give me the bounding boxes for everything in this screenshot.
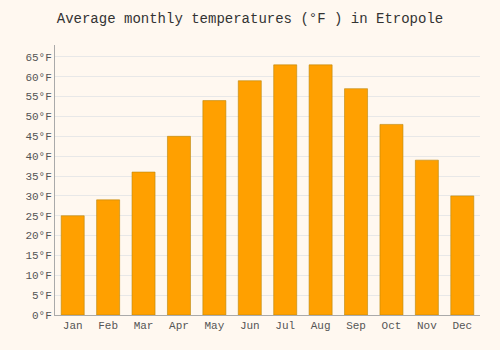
- svg-text:May: May: [204, 320, 224, 332]
- svg-text:Oct: Oct: [382, 320, 402, 332]
- svg-text:Jan: Jan: [63, 320, 83, 332]
- svg-text:Sep: Sep: [346, 320, 366, 332]
- svg-text:Jul: Jul: [275, 320, 295, 332]
- svg-text:45°F: 45°F: [25, 131, 51, 143]
- svg-text:0°F: 0°F: [32, 310, 52, 322]
- svg-text:50°F: 50°F: [25, 111, 51, 123]
- svg-text:30°F: 30°F: [25, 191, 51, 203]
- svg-text:20°F: 20°F: [25, 230, 51, 242]
- svg-text:25°F: 25°F: [25, 211, 51, 223]
- svg-text:40°F: 40°F: [25, 151, 51, 163]
- svg-text:15°F: 15°F: [25, 250, 51, 262]
- svg-text:60°F: 60°F: [25, 72, 51, 84]
- svg-text:65°F: 65°F: [25, 52, 51, 64]
- svg-text:Nov: Nov: [417, 320, 437, 332]
- svg-text:Average monthly temperatures (: Average monthly temperatures (°F ) in Et…: [57, 11, 443, 27]
- svg-text:Jun: Jun: [240, 320, 260, 332]
- svg-text:55°F: 55°F: [25, 91, 51, 103]
- svg-text:Apr: Apr: [169, 320, 189, 332]
- svg-text:Aug: Aug: [311, 320, 331, 332]
- svg-text:35°F: 35°F: [25, 171, 51, 183]
- svg-text:Feb: Feb: [98, 320, 118, 332]
- svg-text:10°F: 10°F: [25, 270, 51, 282]
- svg-text:Dec: Dec: [452, 320, 472, 332]
- svg-text:Mar: Mar: [134, 320, 154, 332]
- svg-text:5°F: 5°F: [32, 290, 52, 302]
